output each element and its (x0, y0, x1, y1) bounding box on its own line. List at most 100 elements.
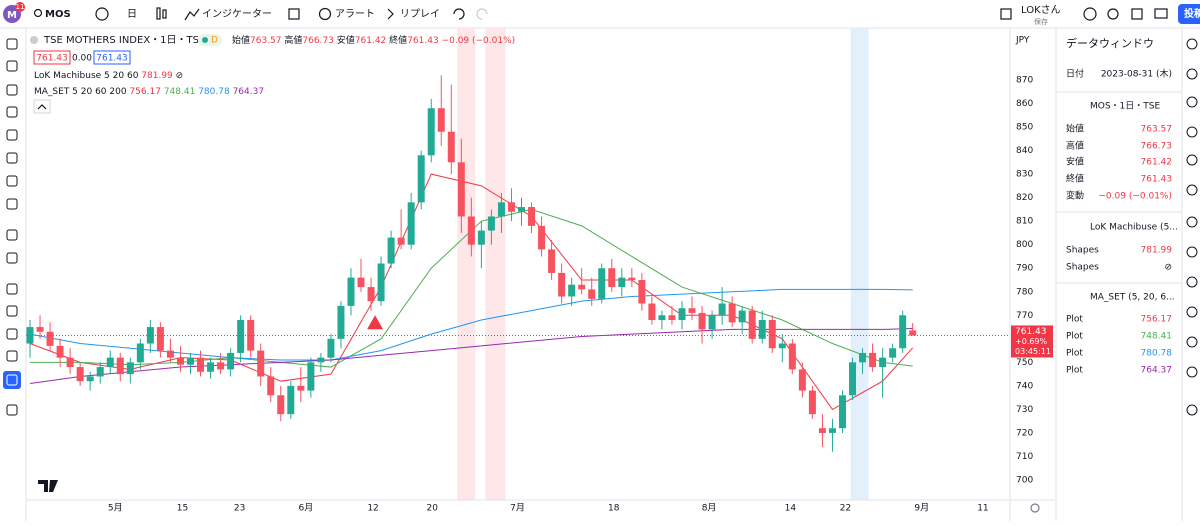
symbol[interactable]: MOS (45, 9, 71, 20)
candle-body (307, 362, 315, 391)
highlight (485, 28, 506, 500)
strip-icon[interactable] (1186, 126, 1198, 138)
candle-body (568, 284, 576, 297)
ask-box[interactable] (93, 50, 131, 65)
strip-icon[interactable] (1186, 184, 1198, 196)
y-tick-label: 830 (1016, 170, 1033, 180)
tool-icon[interactable] (6, 198, 18, 210)
tool-active (3, 371, 21, 389)
settings-icon[interactable] (1107, 8, 1119, 20)
candle-body (156, 327, 164, 351)
settings-icon[interactable] (1030, 503, 1040, 513)
candle-body (237, 320, 245, 353)
candle-body (197, 357, 205, 372)
strip-icon[interactable] (1186, 336, 1198, 348)
candle-body (427, 108, 435, 156)
candle-body (698, 312, 706, 330)
undo-icon[interactable] (453, 8, 465, 20)
candle-body (738, 310, 746, 323)
chart-type-icon[interactable] (156, 7, 161, 20)
candle-body (46, 331, 54, 346)
indicator-legend: LoK Machibuse 5 20 60 781.99 ⊘ (34, 71, 183, 81)
strip-icon[interactable] (1186, 366, 1198, 378)
candle-body (668, 315, 676, 320)
checkbox[interactable] (1000, 8, 1012, 20)
value: 748.41 (1141, 332, 1173, 342)
y-tick-label: 840 (1016, 146, 1033, 156)
replay[interactable]: リプレイ (400, 8, 440, 20)
y-tick-label: 770 (1016, 311, 1033, 321)
price-tag (1011, 325, 1053, 358)
replay-icon[interactable] (387, 8, 394, 20)
candle-body (317, 357, 325, 363)
redo-icon[interactable] (476, 8, 488, 20)
alert[interactable]: アラート (335, 8, 375, 20)
tool-icon[interactable] (6, 350, 18, 362)
tool-icon[interactable] (6, 305, 18, 317)
strip-icon[interactable] (1186, 154, 1198, 166)
tool-icon[interactable] (6, 229, 18, 241)
tool-icon[interactable] (6, 106, 18, 118)
value: 756.17 (1141, 315, 1173, 325)
strip-icon[interactable] (1186, 216, 1198, 228)
candle-body (36, 327, 44, 332)
tool-icon[interactable] (6, 38, 18, 50)
candle-body (688, 308, 696, 313)
eye-icon[interactable] (30, 36, 38, 44)
candle-body (437, 108, 445, 132)
candle-body (849, 362, 857, 396)
strip-icon[interactable] (1186, 38, 1198, 50)
value: 766.73 (1141, 142, 1173, 152)
strip-icon[interactable] (1186, 404, 1198, 416)
add-icon[interactable] (95, 7, 109, 21)
candle-body (397, 237, 405, 245)
strip-icon[interactable] (1186, 306, 1198, 318)
candle-body (818, 428, 826, 433)
x-tick-label: 23 (234, 504, 245, 514)
tool-icon[interactable] (6, 175, 18, 187)
tool-icon[interactable] (6, 404, 18, 416)
candle-body (778, 343, 786, 349)
camera-icon[interactable] (1154, 8, 1168, 19)
layout-icon[interactable] (288, 8, 300, 20)
tool-icon[interactable] (6, 252, 18, 264)
fullscreen-icon[interactable] (1131, 8, 1143, 20)
candle-body (728, 303, 736, 323)
tool-icon[interactable] (6, 328, 18, 340)
collapse-button[interactable] (33, 99, 51, 114)
icon[interactable] (1083, 7, 1097, 21)
bid-box[interactable] (33, 50, 71, 65)
tool-icon[interactable] (6, 283, 18, 295)
candle-body (718, 303, 726, 316)
label: 日付 (1066, 69, 1084, 80)
indicator-icon[interactable] (184, 8, 200, 21)
y-tick-label: 710 (1016, 452, 1033, 462)
x-tick-label: 15 (177, 504, 188, 514)
indicators[interactable]: インジケーター (202, 8, 272, 20)
interval[interactable]: 日 (127, 9, 137, 20)
tool-icon[interactable] (6, 84, 18, 96)
candle-body (86, 376, 94, 382)
tool-icon[interactable] (6, 60, 18, 72)
section: MA_SET (5, 20, 6... (1090, 293, 1175, 303)
candle-body (507, 202, 515, 212)
spread: 0.00 (72, 54, 92, 64)
candle-body (457, 162, 465, 217)
candle-body (277, 395, 285, 415)
strip-icon[interactable] (1186, 276, 1198, 288)
candle-body (578, 284, 586, 290)
badge-count: 11 (16, 3, 25, 11)
candle-body (708, 315, 716, 330)
tool-icon[interactable] (6, 152, 18, 164)
candle-body (166, 350, 174, 358)
chart-title: TSE MOTHERS INDEX・1日・TSE (43, 35, 205, 46)
strip-icon[interactable] (1186, 246, 1198, 258)
tool-icon[interactable] (6, 374, 18, 386)
alert-icon[interactable] (318, 7, 332, 21)
strip-icon[interactable] (1186, 68, 1198, 80)
tool-icon[interactable] (6, 129, 18, 141)
candle-body (748, 310, 756, 339)
publish-button[interactable] (1178, 4, 1200, 24)
user[interactable]: LOKさん (1021, 4, 1061, 16)
strip-icon[interactable] (1186, 96, 1198, 108)
